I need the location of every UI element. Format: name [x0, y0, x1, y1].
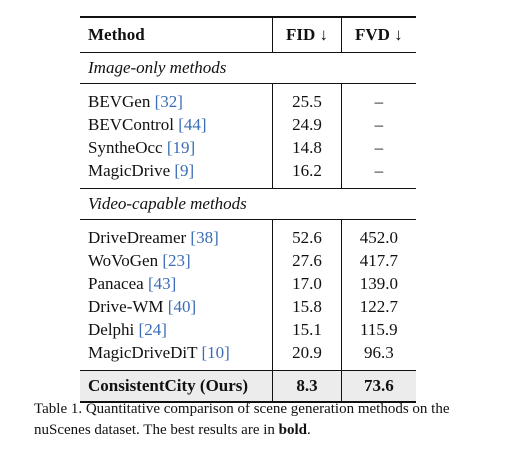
table-row: Drive-WM [40] 15.8 122.7 [80, 295, 416, 318]
table-row: WoVoGen [23] 27.6 417.7 [80, 249, 416, 272]
section-title: Video-capable methods [80, 188, 416, 220]
header-method: Method [80, 16, 273, 53]
fvd-value: 122.7 [340, 295, 416, 318]
method-name: BEVControl [88, 114, 179, 134]
fid-value: 20.9 [272, 341, 342, 364]
table-row: Delphi [24] 15.1 115.9 [80, 318, 416, 341]
citation-link[interactable]: [44] [178, 114, 207, 134]
fid-value: 14.8 [272, 136, 342, 159]
method-name: DriveDreamer [88, 227, 191, 247]
citation-link[interactable]: [9] [174, 160, 195, 180]
fvd-value: – [340, 136, 416, 159]
fvd-value: – [340, 90, 416, 113]
best-fvd-value: 73.6 [340, 370, 416, 403]
fid-value: 52.6 [272, 226, 342, 249]
citation-link[interactable]: [24] [138, 319, 167, 339]
fid-value: 16.2 [272, 159, 342, 182]
citation-link[interactable]: [40] [167, 296, 197, 316]
citation-link[interactable]: [23] [162, 250, 191, 270]
best-method-name: ConsistentCity (Ours) [80, 370, 273, 403]
table-caption: Table 1. Quantitative comparison of scen… [34, 399, 484, 441]
results-table-container: Method FID ↓ FVD ↓ Image-only methods BE… [80, 16, 416, 403]
fid-value: 17.0 [272, 272, 342, 295]
method-name: Panacea [88, 273, 148, 293]
table-row: BEVControl [44] 24.9 – [80, 113, 416, 136]
fvd-value: – [340, 113, 416, 136]
citation-link[interactable]: [32] [154, 91, 183, 111]
method-name: WoVoGen [88, 250, 163, 270]
method-name: Drive-WM [88, 296, 168, 316]
fvd-value: 139.0 [340, 272, 416, 295]
citation-link[interactable]: [38] [190, 227, 219, 247]
table-row: DriveDreamer [38] 52.6 452.0 [80, 226, 416, 249]
header-fid: FID ↓ [272, 16, 342, 53]
caption-end: . [307, 422, 311, 438]
fid-value: 25.5 [272, 90, 342, 113]
section-header-video-capable: Video-capable methods [80, 188, 416, 220]
fid-value: 27.6 [272, 249, 342, 272]
section-title: Image-only methods [80, 52, 416, 84]
table-row: SyntheOcc [19] 14.8 – [80, 136, 416, 159]
best-result-row: ConsistentCity (Ours) 8.3 73.6 [80, 370, 416, 403]
caption-bold-word: bold [278, 422, 308, 438]
method-name: MagicDrive [88, 160, 175, 180]
fid-value: 15.1 [272, 318, 342, 341]
best-fid-value: 8.3 [272, 370, 342, 403]
citation-link[interactable]: [43] [147, 273, 177, 293]
table-row: MagicDrive [9] 16.2 – [80, 159, 416, 182]
fid-value: 24.9 [272, 113, 342, 136]
fvd-value: 452.0 [340, 226, 416, 249]
fvd-value: – [340, 159, 416, 182]
table-header-row: Method FID ↓ FVD ↓ [80, 16, 416, 53]
citation-link[interactable]: [10] [201, 342, 230, 362]
results-table: Method FID ↓ FVD ↓ Image-only methods BE… [80, 16, 416, 403]
method-name: MagicDriveDiT [88, 342, 202, 362]
section-header-image-only: Image-only methods [80, 52, 416, 84]
method-name: SyntheOcc [88, 137, 167, 157]
table-row: MagicDriveDiT [10] 20.9 96.3 [80, 341, 416, 364]
fvd-value: 115.9 [340, 318, 416, 341]
table-row: Panacea [43] 17.0 139.0 [80, 272, 416, 295]
caption-text: Table 1. Quantitative comparison of scen… [34, 401, 450, 438]
fid-value: 15.8 [272, 295, 342, 318]
method-name: BEVGen [88, 91, 155, 111]
header-fvd: FVD ↓ [340, 16, 416, 53]
table-row: BEVGen [32] 25.5 – [80, 90, 416, 113]
fvd-value: 417.7 [340, 249, 416, 272]
citation-link[interactable]: [19] [166, 137, 196, 157]
fvd-value: 96.3 [340, 341, 416, 364]
method-name: Delphi [88, 319, 139, 339]
